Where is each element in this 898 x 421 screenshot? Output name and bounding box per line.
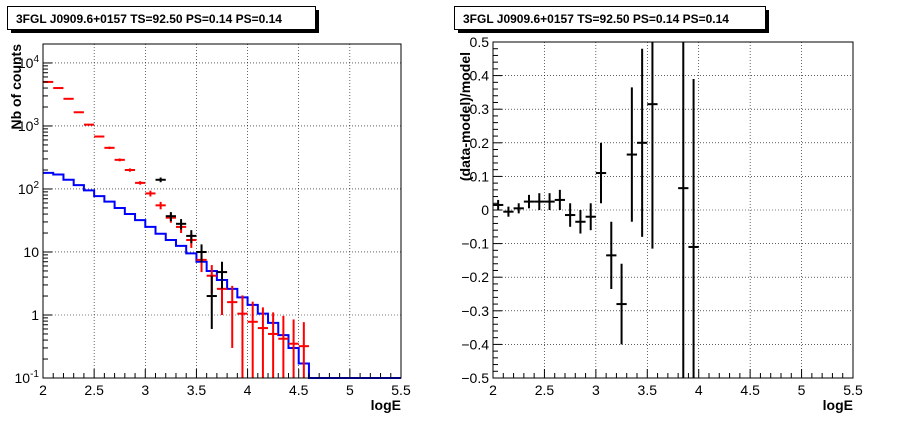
residual-series <box>493 42 699 378</box>
left-chart-panel: 2 2.5 3 3.5 4 4.5 5 5.5 10-1 1 10 102 103 104 logE Nb o… <box>8 43 411 413</box>
y-tick-label: 0.1 <box>470 168 490 184</box>
x-tick-label: 3 <box>141 382 149 398</box>
x-tick-label: 5 <box>798 382 806 398</box>
y-tick-label: 0 <box>481 202 489 218</box>
x-tick-label: 3.5 <box>187 382 207 398</box>
x-tick-label: 3.5 <box>638 382 658 398</box>
y-tick-label: 0.2 <box>470 135 490 151</box>
y-tick-label: 0.3 <box>470 101 490 117</box>
y-tick-label: 0.5 <box>470 34 490 50</box>
x-tick-label: 2.5 <box>535 382 555 398</box>
y-tick-label: −0.3 <box>461 303 489 319</box>
y-tick-label: 10-1 <box>15 369 40 386</box>
x-tick-label: 5.5 <box>843 382 863 398</box>
y-tick-label: 1 <box>31 307 39 323</box>
y-tick-label: −0.5 <box>461 370 489 386</box>
x-tick-label: 4.5 <box>289 382 309 398</box>
x-tick-label: 3 <box>592 382 600 398</box>
x-tick-label: 2 <box>39 382 47 398</box>
y-tick-label: −0.1 <box>461 236 489 252</box>
y-tick-label: −0.4 <box>461 336 489 352</box>
x-axis-label: logE <box>371 397 401 413</box>
x-tick-label: 4 <box>695 382 703 398</box>
x-axis-label: logE <box>823 397 853 413</box>
plot-frame <box>42 43 402 379</box>
y-axis-label: (data-model)/model <box>457 52 473 181</box>
y-tick-label: 104 <box>18 54 40 71</box>
y-axis-label: Nb of counts <box>8 44 24 130</box>
y-tick-label: 0.4 <box>470 68 490 84</box>
y-tick-label: 10 <box>23 244 39 260</box>
plot-area <box>43 44 401 378</box>
x-tick-label: 4 <box>244 382 252 398</box>
x-tick-label: 4.5 <box>740 382 760 398</box>
y-tick-label: 103 <box>18 117 40 134</box>
x-tick-label: 5.5 <box>391 382 411 398</box>
y-tick-label: −0.2 <box>461 269 489 285</box>
x-tick-label: 2.5 <box>84 382 104 398</box>
left-chart-title: 3FGL J0909.6+0157 TS=92.50 PS=0.14 PS=0.… <box>7 6 319 33</box>
x-tick-label: 5 <box>346 382 354 398</box>
y-tick-label: 102 <box>18 180 40 197</box>
right-chart-panel: 2 2.5 3 3.5 4 4.5 5 5.5 −0.5 −0.4 −0.3 −0.2 −0.1 0 0.1… <box>457 34 863 413</box>
x-tick-label: 2 <box>489 382 497 398</box>
right-chart-title: 3FGL J0909.6+0157 TS=92.50 PS=0.14 PS=0.… <box>454 6 769 33</box>
